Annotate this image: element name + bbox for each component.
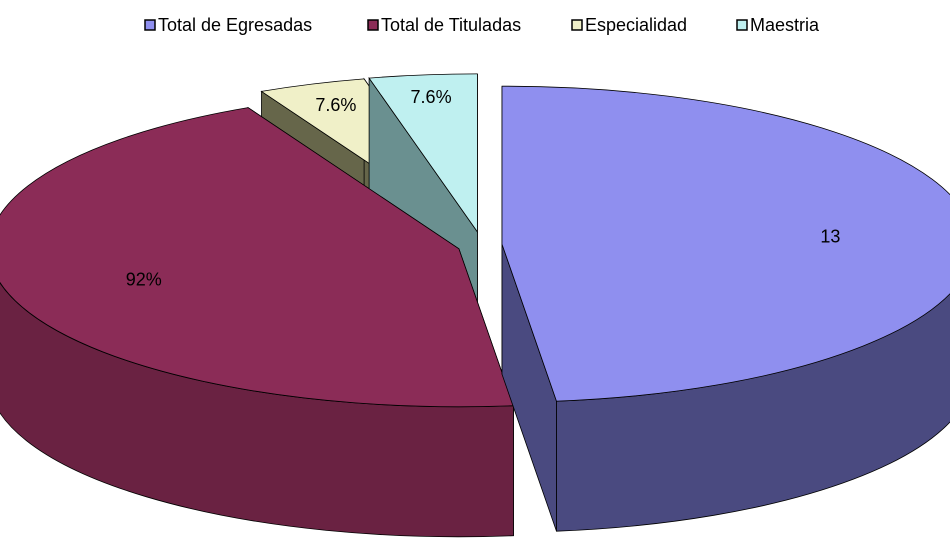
data-label: 7.6% <box>315 95 356 115</box>
legend-label: Especialidad <box>585 15 687 35</box>
slice <box>501 85 950 402</box>
legend-swatch <box>571 19 583 31</box>
data-label: 13 <box>820 227 840 247</box>
legend-swatch <box>736 19 748 31</box>
legend-label: Total de Tituladas <box>381 15 521 35</box>
legend-swatch <box>367 19 379 31</box>
data-label: 92% <box>126 269 162 289</box>
legend-label: Total de Egresadas <box>158 15 312 35</box>
slice <box>0 107 515 408</box>
data-label: 7.6% <box>411 87 452 107</box>
legend-swatch <box>144 19 156 31</box>
legend-label: Maestria <box>750 15 820 35</box>
slice <box>368 73 478 234</box>
